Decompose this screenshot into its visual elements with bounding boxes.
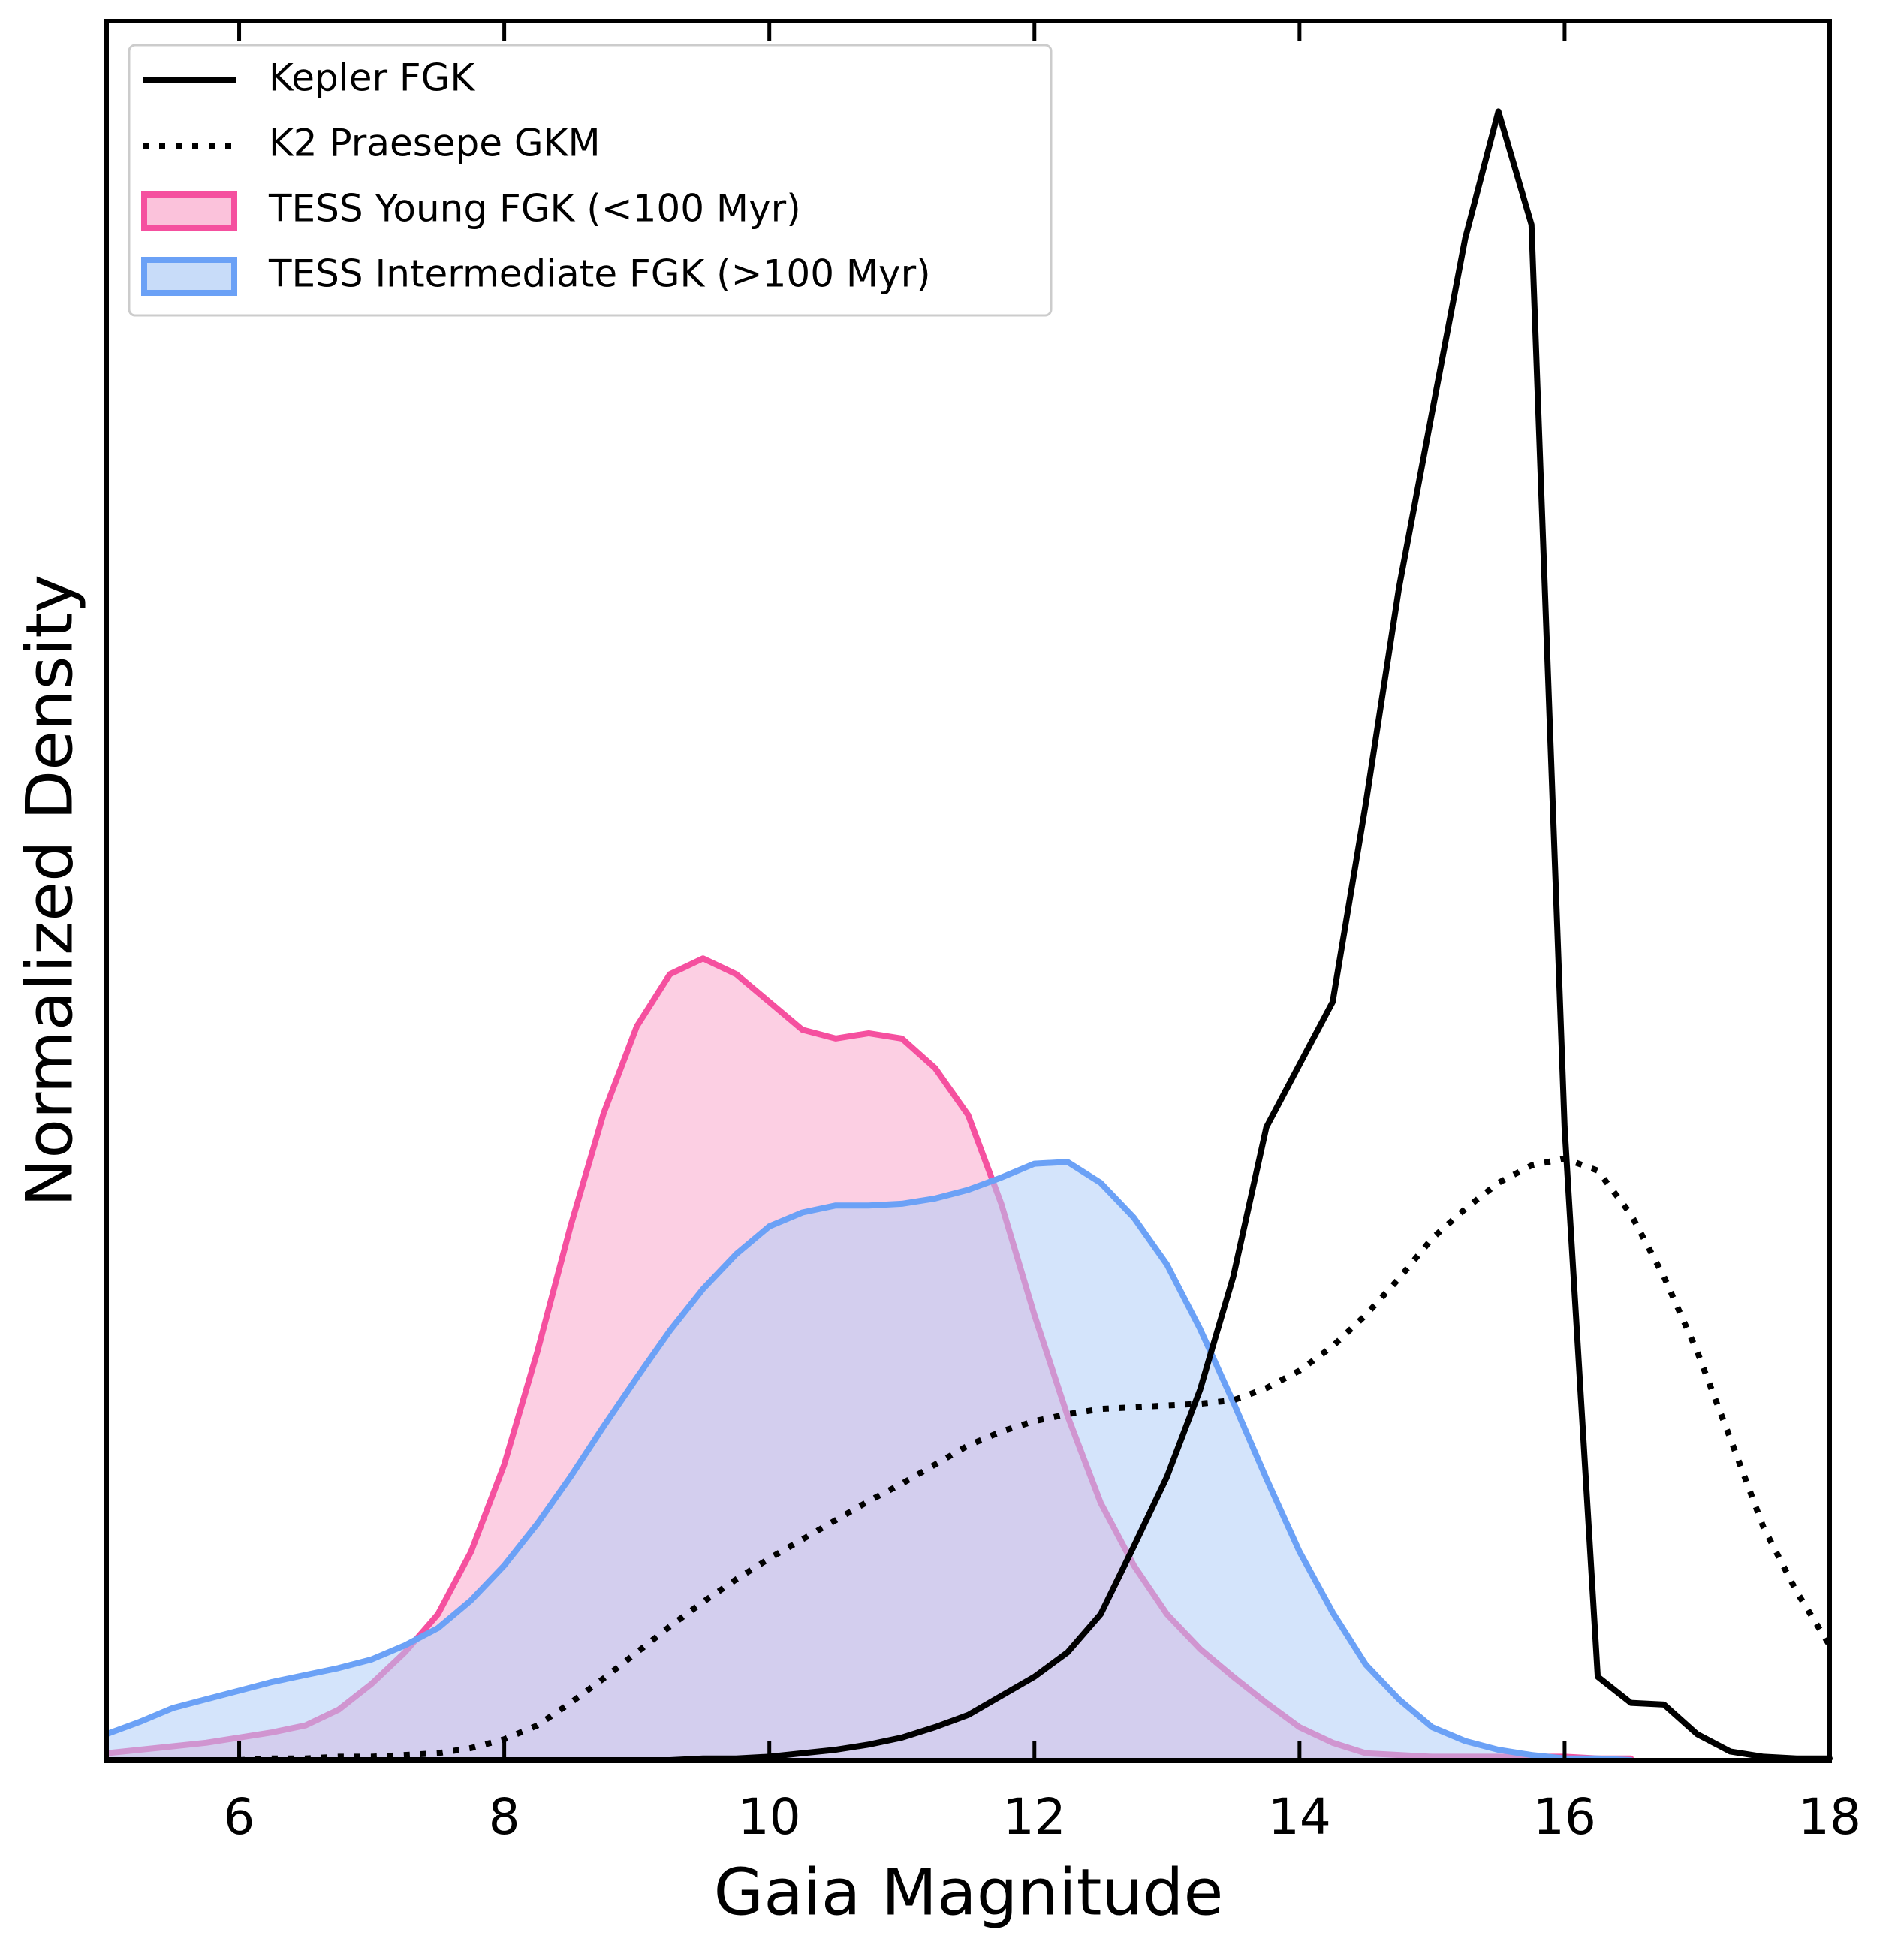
- legend-label: TESS Intermediate FGK (>100 Myr): [268, 252, 931, 296]
- x-tick-label: 6: [224, 1788, 255, 1846]
- line: [104, 1159, 1634, 1763]
- legend-label: Kepler FGK: [269, 56, 475, 100]
- area: [107, 1162, 1631, 1760]
- legend-swatch: [141, 257, 237, 296]
- x-tick-label: 12: [1003, 1788, 1066, 1846]
- legend-label: K2 Praesepe GKM: [269, 122, 601, 165]
- x-tick-label: 16: [1533, 1788, 1596, 1846]
- legend-box: [128, 44, 1053, 317]
- legend: Kepler FGK K2 Praesepe GKM TESS Young FGK …: [128, 44, 1053, 317]
- x-tick-label: 14: [1268, 1788, 1331, 1846]
- plot-frame: [104, 19, 1832, 1763]
- x-tick-label: 8: [489, 1788, 520, 1846]
- x-tick-label: 18: [1798, 1788, 1861, 1846]
- legend-label: TESS Young FGK (<100 Myr): [268, 187, 801, 231]
- x-axis-label: Gaia Magnitude: [714, 1855, 1224, 1930]
- x-tick-label: 10: [738, 1788, 801, 1846]
- legend-swatch: [141, 191, 237, 231]
- y-axis-label: Normalized Density: [12, 574, 87, 1207]
